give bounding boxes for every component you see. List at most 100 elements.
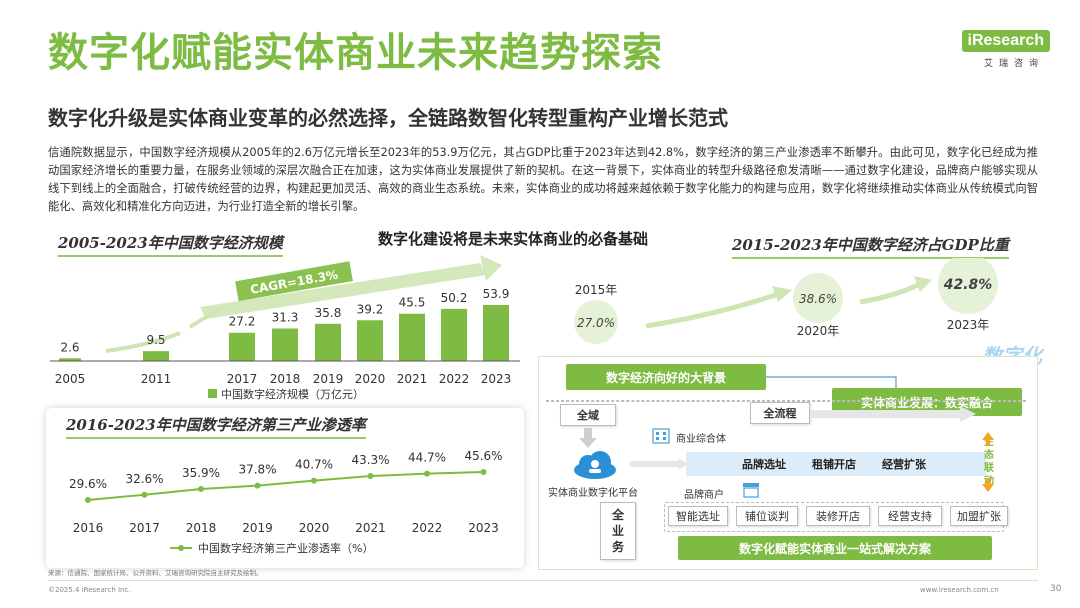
eco-arrows-icon: [982, 432, 994, 492]
business-diagram: 数字化 数字经济向好的大背景 实体商业发展：数实融合 全域 全流程 商业综合体 …: [538, 344, 1042, 570]
bar-value-label: 27.2: [229, 315, 256, 329]
trend-arrow-head-2: [914, 276, 932, 292]
logo-text: iResearch: [961, 30, 1050, 52]
gdp-chart-title: 2015-2023年中国数字经济占GDP比重: [732, 234, 1009, 259]
bar-value-label: 2.6: [60, 340, 79, 354]
flow-item-2: 租铺开店: [812, 458, 856, 471]
bar-value-label: 31.3: [272, 310, 299, 324]
trend-arrow-2: [859, 281, 922, 305]
complex-label: 商业综合体: [676, 434, 726, 445]
data-point: [198, 485, 204, 492]
share-bubble: [574, 300, 618, 344]
iresearch-logo: iResearch 艾瑞咨询: [960, 30, 1050, 70]
series-line: [87, 471, 484, 501]
gdp-share-chart: 27.0% 2015年 38.6% 2020年 42.8% 2023年: [574, 258, 998, 344]
process-arrow-icon: [810, 406, 976, 422]
bar-value-label: 53.9: [483, 287, 510, 301]
bar: [59, 358, 81, 361]
data-point: [424, 470, 430, 477]
x-tick-label: 2017: [227, 372, 258, 386]
divider-dash: [546, 400, 1026, 402]
x-tick-label: 2016: [73, 521, 104, 535]
website-url: www.iresearch.com.cn: [920, 586, 999, 594]
service-5[interactable]: 加盟扩张: [950, 506, 1008, 526]
bar: [315, 323, 341, 361]
bar: [399, 313, 425, 361]
service-3[interactable]: 装修开店: [806, 506, 870, 526]
cagr-arrow: [200, 263, 486, 319]
cagr-badge-bg: [235, 261, 353, 302]
service-2[interactable]: 铺位谈判: [736, 506, 798, 526]
x-tick-label: 2011: [141, 372, 172, 386]
legend-marker: [178, 545, 184, 551]
platform-label: 实体商业数字化平台: [548, 488, 638, 499]
point-value-label: 44.7%: [408, 451, 446, 465]
point-value-label: 37.8%: [238, 463, 276, 477]
point-value-label: 40.7%: [295, 458, 333, 472]
point-value-label: 45.6%: [464, 449, 502, 463]
all-business-tag: 全业务: [600, 502, 636, 560]
platform-arrow-icon: [630, 458, 688, 470]
page-number: 30: [1050, 584, 1062, 594]
share-bubble: [793, 273, 843, 323]
x-tick-label: 2023: [481, 372, 512, 386]
line-chart-title: 2016-2023年中国数字经济第三产业渗透率: [66, 414, 366, 439]
bar: [143, 351, 169, 361]
share-value-label: 27.0%: [577, 316, 615, 330]
bar-value-label: 39.2: [357, 302, 384, 316]
growth-curve: [105, 331, 181, 353]
x-tick-label: 2017: [129, 521, 160, 535]
shop-icon: [743, 483, 759, 498]
point-value-label: 32.6%: [125, 472, 163, 486]
x-tick-label: 2019: [313, 372, 344, 386]
x-tick-label: 2005: [55, 372, 86, 386]
share-value-label: 38.6%: [799, 292, 837, 306]
bar-chart: CAGR=18.3%2.620059.5201127.2201731.32018…: [50, 255, 520, 401]
source-note: 来源：信通院、国家统计局、公开资料、艾瑞咨询研究院自主研究及绘制。: [48, 569, 263, 577]
flow-item-3: 经营扩张: [882, 458, 926, 471]
x-tick-label: 2018: [186, 521, 217, 535]
year-label: 2020年: [797, 324, 840, 338]
x-tick-label: 2022: [439, 372, 470, 386]
trend-arrow-head: [772, 286, 792, 302]
logo-subtext: 艾瑞咨询: [983, 59, 1044, 69]
flow-item-1: 品牌选址: [742, 458, 786, 471]
bar-value-label: 35.8: [315, 306, 342, 320]
bar: [272, 328, 298, 361]
center-title: 数字化建设将是未来实体商业的必备基础: [378, 230, 649, 248]
bar-value-label: 45.5: [399, 296, 426, 310]
point-value-label: 43.3%: [351, 453, 389, 467]
x-tick-label: 2018: [270, 372, 301, 386]
down-arrow-icon: [579, 428, 597, 448]
penetration-panel: [46, 408, 524, 568]
all-process-tag: 全流程: [750, 402, 810, 424]
share-bubble: [938, 258, 998, 314]
share-value-label: 42.8%: [943, 277, 993, 293]
merchant-flow-bar: 品牌选址 租铺开店 经营扩张: [686, 452, 986, 476]
bar-value-label: 50.2: [441, 291, 468, 305]
x-tick-label: 2022: [412, 521, 443, 535]
bar-value-label: 9.5: [146, 333, 165, 347]
x-tick-label: 2023: [468, 521, 499, 535]
merchant-label: 品牌商户: [684, 490, 724, 501]
x-tick-label: 2019: [242, 521, 273, 535]
solution-banner: 数字化赋能实体商业一站式解决方案: [678, 536, 992, 560]
footer-divider: [48, 580, 1038, 581]
year-label: 2023年: [947, 318, 990, 332]
page-title: 数字化赋能实体商业未来趋势探索: [48, 30, 663, 76]
data-point: [480, 469, 487, 475]
data-point: [311, 477, 317, 484]
x-tick-label: 2020: [355, 372, 386, 386]
service-4[interactable]: 经营支持: [878, 506, 942, 526]
bar: [357, 320, 383, 361]
line-chart: 29.6% 2016 32.6% 2017 35.9% 2018 37.8% 2019 40.7…: [69, 449, 503, 555]
cloud-platform-icon: [574, 451, 616, 479]
legend-label: 中国数字经济规模（万亿元）: [221, 387, 364, 401]
building-icon: [652, 428, 670, 444]
service-1[interactable]: 智能选址: [668, 506, 728, 526]
data-point: [254, 482, 261, 489]
x-tick-label: 2021: [355, 521, 386, 535]
background-banner: 数字经济向好的大背景: [566, 364, 766, 390]
point-value-label: 29.6%: [69, 477, 107, 491]
trend-arrow: [645, 291, 779, 329]
